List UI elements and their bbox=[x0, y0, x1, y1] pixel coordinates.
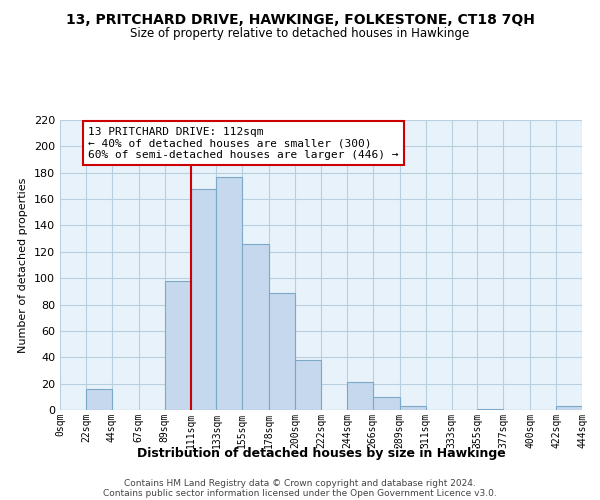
Bar bbox=[556, 406, 582, 410]
Text: Distribution of detached houses by size in Hawkinge: Distribution of detached houses by size … bbox=[137, 448, 505, 460]
Bar bbox=[191, 188, 217, 410]
Bar bbox=[242, 244, 269, 410]
Text: 13, PRITCHARD DRIVE, HAWKINGE, FOLKESTONE, CT18 7QH: 13, PRITCHARD DRIVE, HAWKINGE, FOLKESTON… bbox=[65, 12, 535, 26]
Bar bbox=[217, 176, 242, 410]
Bar bbox=[295, 360, 321, 410]
Bar bbox=[373, 397, 400, 410]
Bar bbox=[347, 382, 373, 410]
Bar bbox=[400, 406, 425, 410]
Bar bbox=[86, 389, 112, 410]
Text: Size of property relative to detached houses in Hawkinge: Size of property relative to detached ho… bbox=[130, 28, 470, 40]
Text: Contains HM Land Registry data © Crown copyright and database right 2024.: Contains HM Land Registry data © Crown c… bbox=[124, 479, 476, 488]
Text: 13 PRITCHARD DRIVE: 112sqm
← 40% of detached houses are smaller (300)
60% of sem: 13 PRITCHARD DRIVE: 112sqm ← 40% of deta… bbox=[88, 126, 399, 160]
Bar bbox=[164, 281, 191, 410]
Y-axis label: Number of detached properties: Number of detached properties bbox=[19, 178, 28, 352]
Bar bbox=[478, 408, 503, 410]
Bar bbox=[269, 292, 295, 410]
Text: Contains public sector information licensed under the Open Government Licence v3: Contains public sector information licen… bbox=[103, 489, 497, 498]
